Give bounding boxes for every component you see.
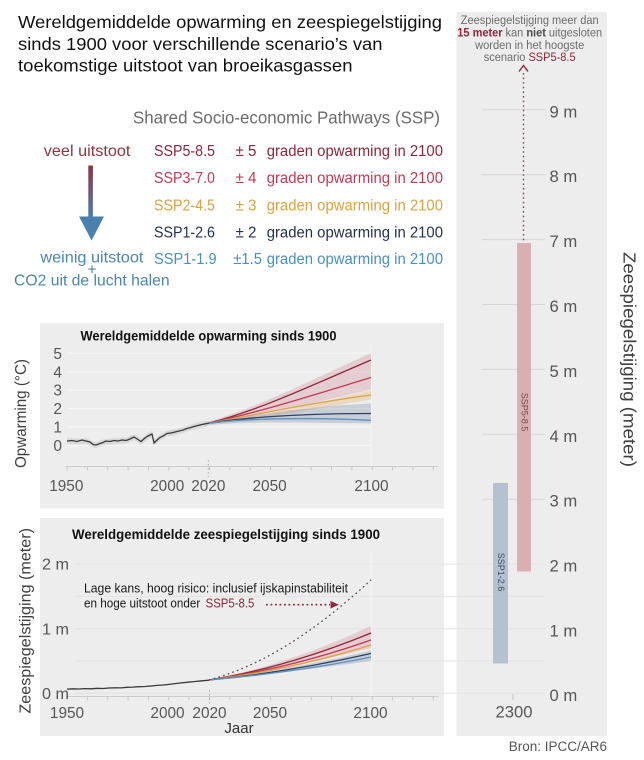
svg-text:SSP1-2.6: SSP1-2.6 bbox=[495, 553, 506, 592]
svg-text:± 5: ± 5 bbox=[236, 143, 257, 160]
svg-text:Shared Socio-economic Pathways: Shared Socio-economic Pathways (SSP) bbox=[133, 108, 440, 128]
svg-text:Zeespiegelstijging (meter): Zeespiegelstijging (meter) bbox=[620, 252, 640, 467]
svg-text:SSP3-7.0: SSP3-7.0 bbox=[154, 170, 215, 187]
svg-text:SSP5-8.5: SSP5-8.5 bbox=[154, 143, 215, 160]
svg-text:0 m: 0 m bbox=[550, 686, 578, 705]
svg-text:weinig uitstoot: weinig uitstoot bbox=[39, 250, 144, 267]
svg-text:SSP1-2.6: SSP1-2.6 bbox=[154, 224, 215, 241]
svg-text:1: 1 bbox=[53, 420, 62, 437]
svg-text:1 m: 1 m bbox=[550, 622, 578, 641]
svg-text:0: 0 bbox=[53, 438, 62, 455]
svg-text:± 4: ± 4 bbox=[236, 170, 257, 187]
svg-text:scenario SSP5-8.5: scenario SSP5-8.5 bbox=[484, 50, 576, 64]
svg-text:Wereldgemiddelde opwarming en: Wereldgemiddelde opwarming en zeespiegel… bbox=[18, 12, 442, 32]
svg-text:±1.5: ±1.5 bbox=[233, 251, 262, 268]
svg-text:SSP2-4.5: SSP2-4.5 bbox=[154, 197, 215, 214]
svg-text:8 m: 8 m bbox=[550, 167, 578, 186]
svg-text:Opwarming (°C): Opwarming (°C) bbox=[13, 359, 30, 468]
svg-text:Wereldgemiddelde opwarming sin: Wereldgemiddelde opwarming sinds 1900 bbox=[81, 328, 337, 344]
svg-text:Jaar: Jaar bbox=[224, 720, 253, 737]
svg-text:graden opwarming in 2100: graden opwarming in 2100 bbox=[267, 143, 444, 160]
svg-text:2020: 2020 bbox=[191, 478, 226, 495]
svg-text:2000: 2000 bbox=[150, 478, 185, 495]
svg-text:6 m: 6 m bbox=[550, 297, 578, 316]
svg-text:graden opwarming in 2100: graden opwarming in 2100 bbox=[267, 170, 444, 187]
svg-text:2: 2 bbox=[53, 401, 62, 418]
svg-text:graden opwarming in 2100: graden opwarming in 2100 bbox=[267, 197, 444, 214]
svg-text:graden opwarming in 2100: graden opwarming in 2100 bbox=[267, 251, 444, 268]
svg-text:7 m: 7 m bbox=[550, 232, 578, 251]
svg-text:3: 3 bbox=[53, 383, 62, 400]
svg-text:+: + bbox=[87, 262, 96, 279]
svg-text:1950: 1950 bbox=[50, 705, 85, 722]
svg-text:2300: 2300 bbox=[496, 703, 533, 722]
svg-text:2100: 2100 bbox=[354, 478, 389, 495]
svg-text:toekomstige uitstoot van broei: toekomstige uitstoot van broeikasgassen bbox=[18, 56, 353, 76]
svg-text:Zeespiegelstijging (meter): Zeespiegelstijging (meter) bbox=[18, 528, 35, 714]
svg-text:2050: 2050 bbox=[253, 478, 288, 495]
svg-text:2 m: 2 m bbox=[550, 557, 578, 576]
svg-text:2050: 2050 bbox=[253, 705, 288, 722]
svg-text:SSP5-8.5: SSP5-8.5 bbox=[519, 393, 530, 432]
svg-text:5 m: 5 m bbox=[550, 362, 578, 381]
svg-text:worden in het hoogste: worden in het hoogste bbox=[474, 38, 584, 52]
svg-text:veel uitstoot: veel uitstoot bbox=[44, 143, 131, 160]
svg-text:SSP1-1.9: SSP1-1.9 bbox=[154, 251, 217, 268]
svg-text:Lage kans, hoog risico: inclus: Lage kans, hoog risico: inclusief ijskap… bbox=[84, 582, 348, 596]
svg-text:± 3: ± 3 bbox=[236, 197, 257, 214]
svg-text:3 m: 3 m bbox=[550, 492, 578, 511]
svg-text:2000: 2000 bbox=[150, 705, 185, 722]
svg-text:4 m: 4 m bbox=[550, 427, 578, 446]
svg-text:1 m: 1 m bbox=[42, 621, 69, 638]
svg-text:1950: 1950 bbox=[49, 478, 84, 495]
svg-text:± 2: ± 2 bbox=[236, 224, 257, 241]
svg-text:CO2 uit de lucht halen: CO2 uit de lucht halen bbox=[14, 273, 170, 290]
svg-text:15 meter kan niet uitgesloten: 15 meter kan niet uitgesloten bbox=[457, 26, 602, 40]
svg-text:0 m: 0 m bbox=[42, 686, 69, 703]
svg-text:Bron: IPCC/AR6: Bron: IPCC/AR6 bbox=[509, 739, 607, 754]
svg-text:Wereldgemiddelde zeespiegelsti: Wereldgemiddelde zeespiegelstijging sind… bbox=[72, 526, 380, 542]
svg-text:Zeespiegelstijging meer dan: Zeespiegelstijging meer dan bbox=[461, 13, 599, 27]
svg-text:5: 5 bbox=[53, 346, 62, 363]
svg-text:4: 4 bbox=[53, 364, 62, 381]
svg-text:2020: 2020 bbox=[192, 705, 227, 722]
svg-text:2 m: 2 m bbox=[42, 557, 69, 574]
svg-text:sinds 1900 voor verschillende: sinds 1900 voor verschillende scenario’s… bbox=[18, 34, 383, 54]
svg-text:en hoge uitstoot onder: en hoge uitstoot onder bbox=[84, 597, 200, 611]
svg-text:graden opwarming in 2100: graden opwarming in 2100 bbox=[267, 224, 444, 241]
svg-text:9 m: 9 m bbox=[550, 102, 578, 121]
svg-text:2100: 2100 bbox=[353, 705, 388, 722]
svg-text:SSP5-8.5: SSP5-8.5 bbox=[206, 597, 255, 611]
